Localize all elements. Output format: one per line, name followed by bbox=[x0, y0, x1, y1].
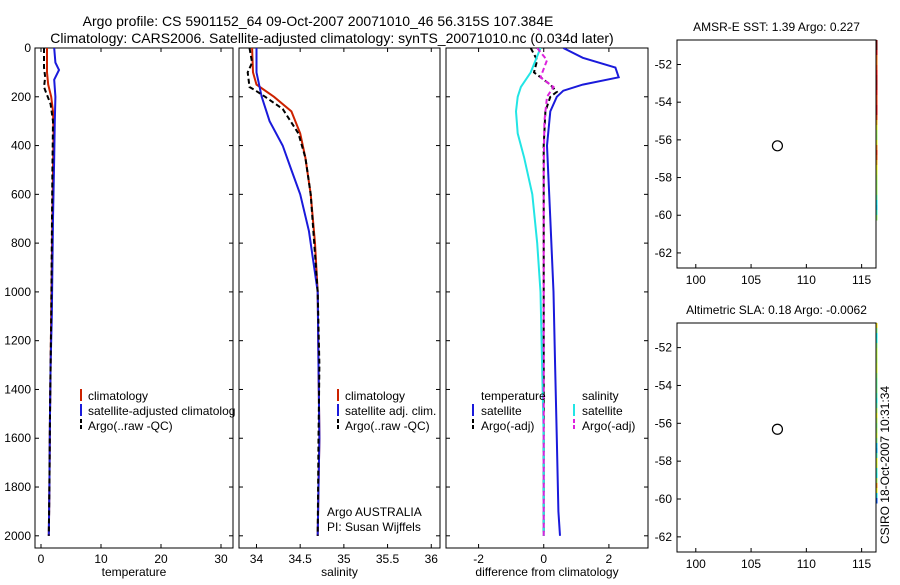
sst_map-argo-marker bbox=[771, 140, 784, 152]
sla_map-xtick-label: 105 bbox=[741, 557, 761, 571]
difference-xlabel: difference from climatology bbox=[475, 565, 618, 579]
figure-title-line2: Climatology: CARS2006. Satellite-adjuste… bbox=[50, 30, 613, 46]
temperature-xtick-label: 20 bbox=[154, 552, 168, 566]
sst_map-ytick-label: -58 bbox=[655, 171, 673, 185]
temperature-legend-label: climatology bbox=[88, 389, 148, 403]
sla_map-ytick-label: -62 bbox=[655, 530, 673, 544]
difference-legend-label: satellite bbox=[481, 404, 522, 418]
salinity-axes-frame bbox=[238, 47, 441, 549]
sla_map-frame bbox=[676, 322, 877, 553]
sst_map-xtick-label: 105 bbox=[741, 273, 761, 287]
difference-axes-frame bbox=[445, 47, 649, 549]
salinity-legend-label: Argo(..raw -QC) bbox=[345, 419, 430, 433]
sst_map-ytick-label: -52 bbox=[655, 57, 673, 71]
sst_map-xtick-label: 110 bbox=[797, 273, 816, 287]
difference-series-0 bbox=[545, 48, 621, 536]
temperature-ytick-label: 400 bbox=[11, 139, 31, 153]
temperature-ytick-label: 1000 bbox=[4, 285, 31, 299]
sla_map-ytick-label: -58 bbox=[655, 454, 673, 468]
difference-legend-label: Argo(-adj) bbox=[481, 419, 534, 433]
temperature-ytick-label: 800 bbox=[11, 236, 31, 250]
difference-legend-heading: salinity bbox=[582, 389, 619, 403]
temperature-legend-label: Argo(..raw -QC) bbox=[88, 419, 173, 433]
temperature-axes-frame bbox=[34, 47, 234, 549]
salinity-panel: 34 34.5 35 35.5 36 salinity climatologysatelli… bbox=[238, 47, 441, 579]
sla_map-xtick-label: 100 bbox=[686, 557, 706, 571]
sst_map: AMSR-E SST: 1.39 Argo: 0.227 100 105 110 115… bbox=[655, 20, 878, 287]
salinity-xtick-label: 34 bbox=[250, 552, 264, 566]
sla_map-ytick-label: -60 bbox=[655, 492, 673, 506]
temperature-ytick-label: 600 bbox=[11, 187, 31, 201]
side-label: CSIRO 18-Oct-2007 10:31:34 bbox=[878, 386, 892, 544]
sst_map-ytick-label: -56 bbox=[655, 133, 673, 147]
salinity-annotation: Argo AUSTRALIA bbox=[327, 505, 422, 519]
sla_map-xtick-label: 110 bbox=[797, 557, 816, 571]
difference-series-1 bbox=[529, 48, 559, 536]
salinity-xtick-label: 35.5 bbox=[376, 552, 400, 566]
temperature-ytick-label: 2000 bbox=[4, 529, 31, 543]
salinity-xlabel: salinity bbox=[321, 565, 358, 579]
difference-xtick-label: 2 bbox=[606, 552, 613, 566]
temperature-panel: 0 10 20 30 0 200 400 600 800 1000 1200 1400 1600 1800… bbox=[4, 41, 235, 579]
temperature-ytick-label: 1200 bbox=[4, 334, 31, 348]
salinity-legend-label: climatology bbox=[345, 389, 405, 403]
sla_map-ytick-label: -54 bbox=[655, 378, 673, 392]
sst_map-ytick-label: -62 bbox=[655, 246, 673, 260]
temperature-ytick-label: 1400 bbox=[4, 382, 31, 396]
sla_map-ytick-label: -56 bbox=[655, 416, 673, 430]
salinity-xtick-label: 36 bbox=[425, 552, 439, 566]
salinity-annotation: PI: Susan Wijffels bbox=[327, 520, 421, 534]
temperature-ytick-label: 200 bbox=[11, 90, 31, 104]
temperature-xtick-label: 10 bbox=[94, 552, 108, 566]
sst_map-ytick-label: -60 bbox=[655, 208, 673, 222]
salinity-xtick-label: 35 bbox=[337, 552, 351, 566]
temperature-xlabel: temperature bbox=[102, 565, 167, 579]
sst_map-title: AMSR-E SST: 1.39 Argo: 0.227 bbox=[693, 20, 860, 34]
difference-xtick-label: -2 bbox=[473, 552, 484, 566]
salinity-xtick-label: 34.5 bbox=[288, 552, 312, 566]
sla_map-ytick-label: -52 bbox=[655, 341, 673, 355]
sla_map: Altimetric SLA: 0.18 Argo: -0.0062 100 105… bbox=[655, 303, 878, 571]
temperature-series-1 bbox=[47, 48, 61, 536]
temperature-legend-label: satellite-adjusted climatolog bbox=[88, 404, 235, 418]
sst_map-xtick-label: 100 bbox=[686, 273, 706, 287]
sst_map-ytick-label: -54 bbox=[655, 95, 673, 109]
temperature-xtick-label: 0 bbox=[38, 552, 45, 566]
sla_map-title: Altimetric SLA: 0.18 Argo: -0.0062 bbox=[686, 303, 867, 317]
difference-xtick-label: 0 bbox=[540, 552, 547, 566]
difference-legend-label: Argo(-adj) bbox=[582, 419, 635, 433]
sla_map-xtick-label: 115 bbox=[852, 557, 871, 571]
sst_map-xtick-label: 115 bbox=[852, 273, 871, 287]
temperature-ytick-label: 1600 bbox=[4, 431, 31, 445]
salinity-legend-label: satellite adj. clim. bbox=[345, 404, 436, 418]
difference-series-2 bbox=[514, 48, 545, 536]
temperature-series-2 bbox=[42, 48, 55, 536]
temperature-ytick-label: 0 bbox=[24, 41, 31, 55]
difference-legend-heading: temperature bbox=[481, 389, 546, 403]
difference-legend-label: satellite bbox=[582, 404, 623, 418]
difference-series-3 bbox=[536, 48, 555, 536]
temperature-xtick-label: 30 bbox=[214, 552, 228, 566]
sst_map-frame bbox=[676, 39, 877, 269]
sla_map-argo-marker bbox=[771, 423, 784, 435]
figure-title-line1: Argo profile: CS 5901152_64 09-Oct-2007 … bbox=[83, 13, 554, 29]
temperature-ytick-label: 1800 bbox=[4, 480, 31, 494]
